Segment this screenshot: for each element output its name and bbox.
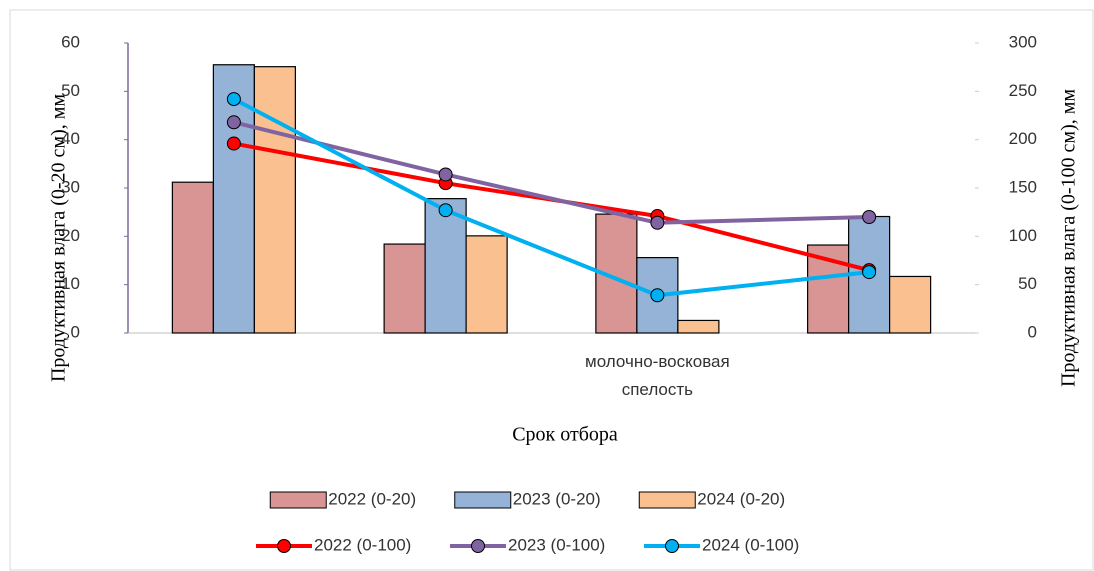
- marker: [862, 265, 877, 280]
- y-tick-label: 0: [71, 322, 80, 341]
- legend-label: 2022 (0-100): [314, 535, 411, 554]
- bar: [677, 319, 720, 334]
- y2-tick-label: 300: [1009, 32, 1037, 51]
- y-tick-label: 20: [61, 226, 80, 245]
- y-axis-title: Продуктивная влага (0-20 см), мм: [48, 94, 70, 382]
- legend-marker: [665, 539, 679, 553]
- legend-label: 2024 (0-100): [702, 535, 799, 554]
- marker: [862, 210, 877, 224]
- y2-tick-label: 50: [1018, 274, 1037, 293]
- legend-label: 2023 (0-100): [508, 535, 605, 554]
- bar: [889, 275, 932, 334]
- y2-tick-label: 100: [1009, 226, 1037, 245]
- marker: [226, 136, 241, 151]
- bar: [171, 181, 214, 334]
- y2-tick-label: 200: [1009, 129, 1037, 148]
- marker: [438, 203, 453, 218]
- legend-label: 2023 (0-20): [513, 489, 601, 508]
- bar: [212, 64, 255, 334]
- x-tick-line: спелость: [622, 380, 693, 399]
- line: [233, 120, 870, 225]
- line: [232, 97, 870, 298]
- y-tick-label: 30: [61, 177, 80, 196]
- legend-swatch: [638, 491, 696, 509]
- legend-label: 2024 (0-20): [697, 489, 785, 508]
- bar: [383, 243, 426, 334]
- x-axis-title: Срок отбора: [512, 424, 618, 446]
- y2-axis-title: Продуктивная влага (0-100 см), мм: [1058, 89, 1080, 387]
- legend-label: 2022 (0-20): [328, 489, 416, 508]
- bar: [424, 198, 467, 334]
- legend-marker: [277, 539, 291, 553]
- legend-swatch: [454, 491, 512, 509]
- marker: [650, 288, 665, 303]
- legend-swatch: [269, 491, 327, 509]
- y-tick-label: 40: [61, 129, 80, 148]
- x-tick-label: молочно-восковая спелость: [585, 352, 730, 399]
- marker: [226, 115, 241, 130]
- marker: [226, 92, 241, 107]
- marker: [650, 215, 665, 230]
- y2-tick-label: 250: [1009, 81, 1037, 100]
- y-tick-label: 60: [61, 32, 80, 51]
- x-tick-line: молочно-восковая: [585, 352, 730, 371]
- y-tick-label: 50: [61, 81, 80, 100]
- y2-tick-label: 150: [1009, 177, 1037, 196]
- bar: [253, 66, 296, 334]
- bar: [465, 235, 508, 334]
- legend-marker: [471, 539, 485, 553]
- y-tick-label: 10: [61, 274, 80, 293]
- marker: [438, 167, 453, 182]
- y2-tick-label: 0: [1028, 322, 1037, 341]
